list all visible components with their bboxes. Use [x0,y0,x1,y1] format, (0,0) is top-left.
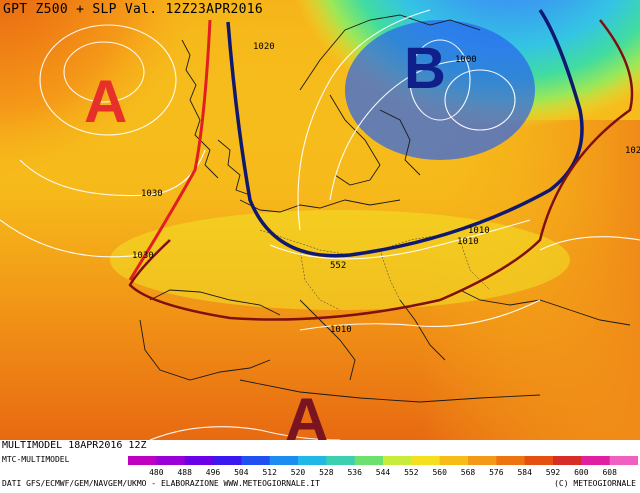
color-scale-swatch [354,456,384,465]
color-scale-tick-label: 584 [517,468,532,477]
color-scale-swatch [439,456,469,465]
color-scale-swatch [553,456,582,465]
isobar-value-labels: 1020 1000 1030 1030 1010 1010 552 1010 1… [132,42,640,335]
color-scale-tick-label: 544 [376,468,391,477]
color-scale-swatch [326,456,356,465]
color-scale-swatch [128,456,157,465]
color-scale-swatch [269,456,299,465]
color-scale-tick-label: 528 [319,468,334,477]
color-scale-tick-label: 512 [262,468,277,477]
isobar-label: 1020 [625,146,640,156]
color-scale-tick-label: 600 [574,468,589,477]
color-scale-tick-label: 496 [206,468,221,477]
color-scale-swatch [156,456,186,465]
model-name-label: MTC-MULTIMODEL [2,455,70,464]
isobar-label: 1010 [330,325,352,335]
color-scale-tick-label: 568 [461,468,476,477]
color-scale-swatch [213,456,242,465]
color-scale-swatch [241,456,271,465]
color-scale-tick-label: 592 [546,468,561,477]
color-scale-tick-label: 552 [404,468,419,477]
isobar-label: 1010 [468,226,490,236]
isobar-label: 1000 [455,55,477,65]
color-scale-swatch [609,456,638,465]
isobar-label: 1030 [132,251,154,261]
high-pressure-label-west: A [84,68,127,135]
color-scale-tick-label: 608 [602,468,617,477]
maroon-trough-line [128,19,634,321]
footer-bar [0,440,640,493]
color-scale-swatch [468,456,497,465]
color-scale-swatch [383,456,412,465]
isobar-label: 552 [330,261,346,271]
color-scale-swatch [524,456,554,465]
color-scale-swatch [184,456,214,465]
high-pressure-label-south: A [285,386,328,440]
model-run-label: MULTIMODEL 18APR2016 12Z [2,440,147,451]
color-scale-tick-label: 560 [432,468,447,477]
low-pressure-label-north: B [404,36,446,101]
red-ridge-line [128,19,212,281]
isobar-label: 1030 [141,189,163,199]
copyright-label: (C) METEOGIORNALE [554,479,636,488]
isobar-label: 1020 [253,42,275,52]
color-scale-tick-label: 576 [489,468,504,477]
navy-trough-line [226,9,584,258]
color-scale-swatch [298,456,327,465]
color-scale-swatch [581,456,611,465]
color-scale-tick-label: 536 [347,468,362,477]
color-scale-tick-label: 520 [291,468,306,477]
borders [259,229,491,311]
isobars [0,9,640,440]
color-scale-tick-label: 488 [177,468,192,477]
color-scale-legend: 480 488 496 504 512 520 528 536 544 552 560 568 576 5… [128,456,638,477]
weather-map: 1020 1000 1030 1030 1010 1010 552 1010 1… [0,0,640,440]
color-scale-tick-label: 504 [234,468,249,477]
color-scale-swatch [496,456,526,465]
data-source-label: DATI GFS/ECMWF/GEM/NAVGEM/UKMO - ELABORA… [2,479,320,488]
color-scale-swatch [411,456,441,465]
map-title: GPT Z500 + SLP Val. 12Z23APR2016 [3,2,264,17]
color-scale-tick-label: 480 [149,468,164,477]
isobar-label: 1010 [457,237,479,247]
